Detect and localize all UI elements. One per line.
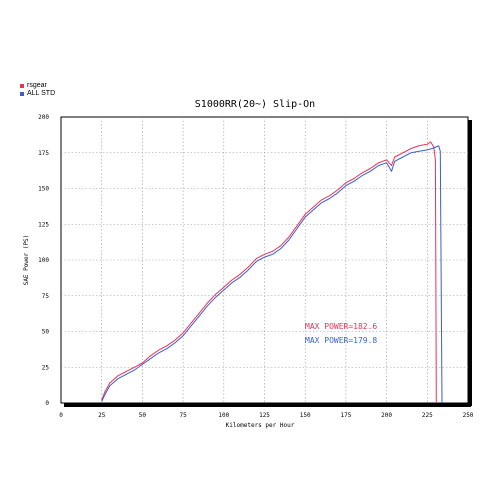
x-tick-label: 25	[98, 412, 106, 419]
legend: rsgear ALL STD	[20, 82, 55, 98]
y-tick-label: 25	[42, 364, 50, 371]
x-axis-label: Kilometers per Hour	[226, 422, 295, 429]
y-tick-label: 150	[38, 186, 49, 193]
x-tick-label: 50	[139, 412, 147, 419]
legend-item-all-std: ALL STD	[20, 90, 55, 98]
y-tick-label: 75	[42, 293, 50, 300]
x-tick-label: 250	[463, 412, 474, 419]
frame-shadow-bottom	[64, 403, 471, 407]
legend-label-rsgear: rsgear	[27, 82, 47, 89]
y-tick-label: 0	[45, 400, 49, 407]
annotation-max-power-all-std: MAX POWER=179.8	[305, 336, 377, 345]
x-tick-label: 75	[179, 412, 187, 419]
y-tick-label: 100	[38, 257, 49, 264]
x-tick-label: 225	[422, 412, 433, 419]
chart-title: S1000RR(20~) Slip-On	[195, 99, 315, 110]
x-tick-label: 175	[340, 412, 351, 419]
annotation-max-power-rsgear: MAX POWER=182.6	[305, 322, 377, 331]
legend-swatch-rsgear	[20, 84, 24, 88]
x-tick-label: 200	[381, 412, 392, 419]
y-tick-label: 175	[38, 150, 49, 157]
y-tick-label: 50	[42, 329, 50, 336]
y-tick-label: 200	[38, 114, 49, 121]
y-tick-label: 125	[38, 221, 49, 228]
series-line-rsgear	[101, 141, 437, 404]
legend-item-rsgear: rsgear	[20, 82, 55, 90]
y-axis-label: SAE Power (PS)	[23, 235, 30, 286]
x-tick-label: 100	[218, 412, 229, 419]
x-tick-label: 125	[259, 412, 270, 419]
frame-shadow-right	[468, 120, 472, 406]
x-tick-label: 0	[59, 412, 63, 419]
x-tick-label: 150	[300, 412, 311, 419]
legend-swatch-all-std	[20, 92, 24, 96]
legend-label-all-std: ALL STD	[27, 90, 56, 97]
series-line-all-std	[101, 145, 443, 404]
